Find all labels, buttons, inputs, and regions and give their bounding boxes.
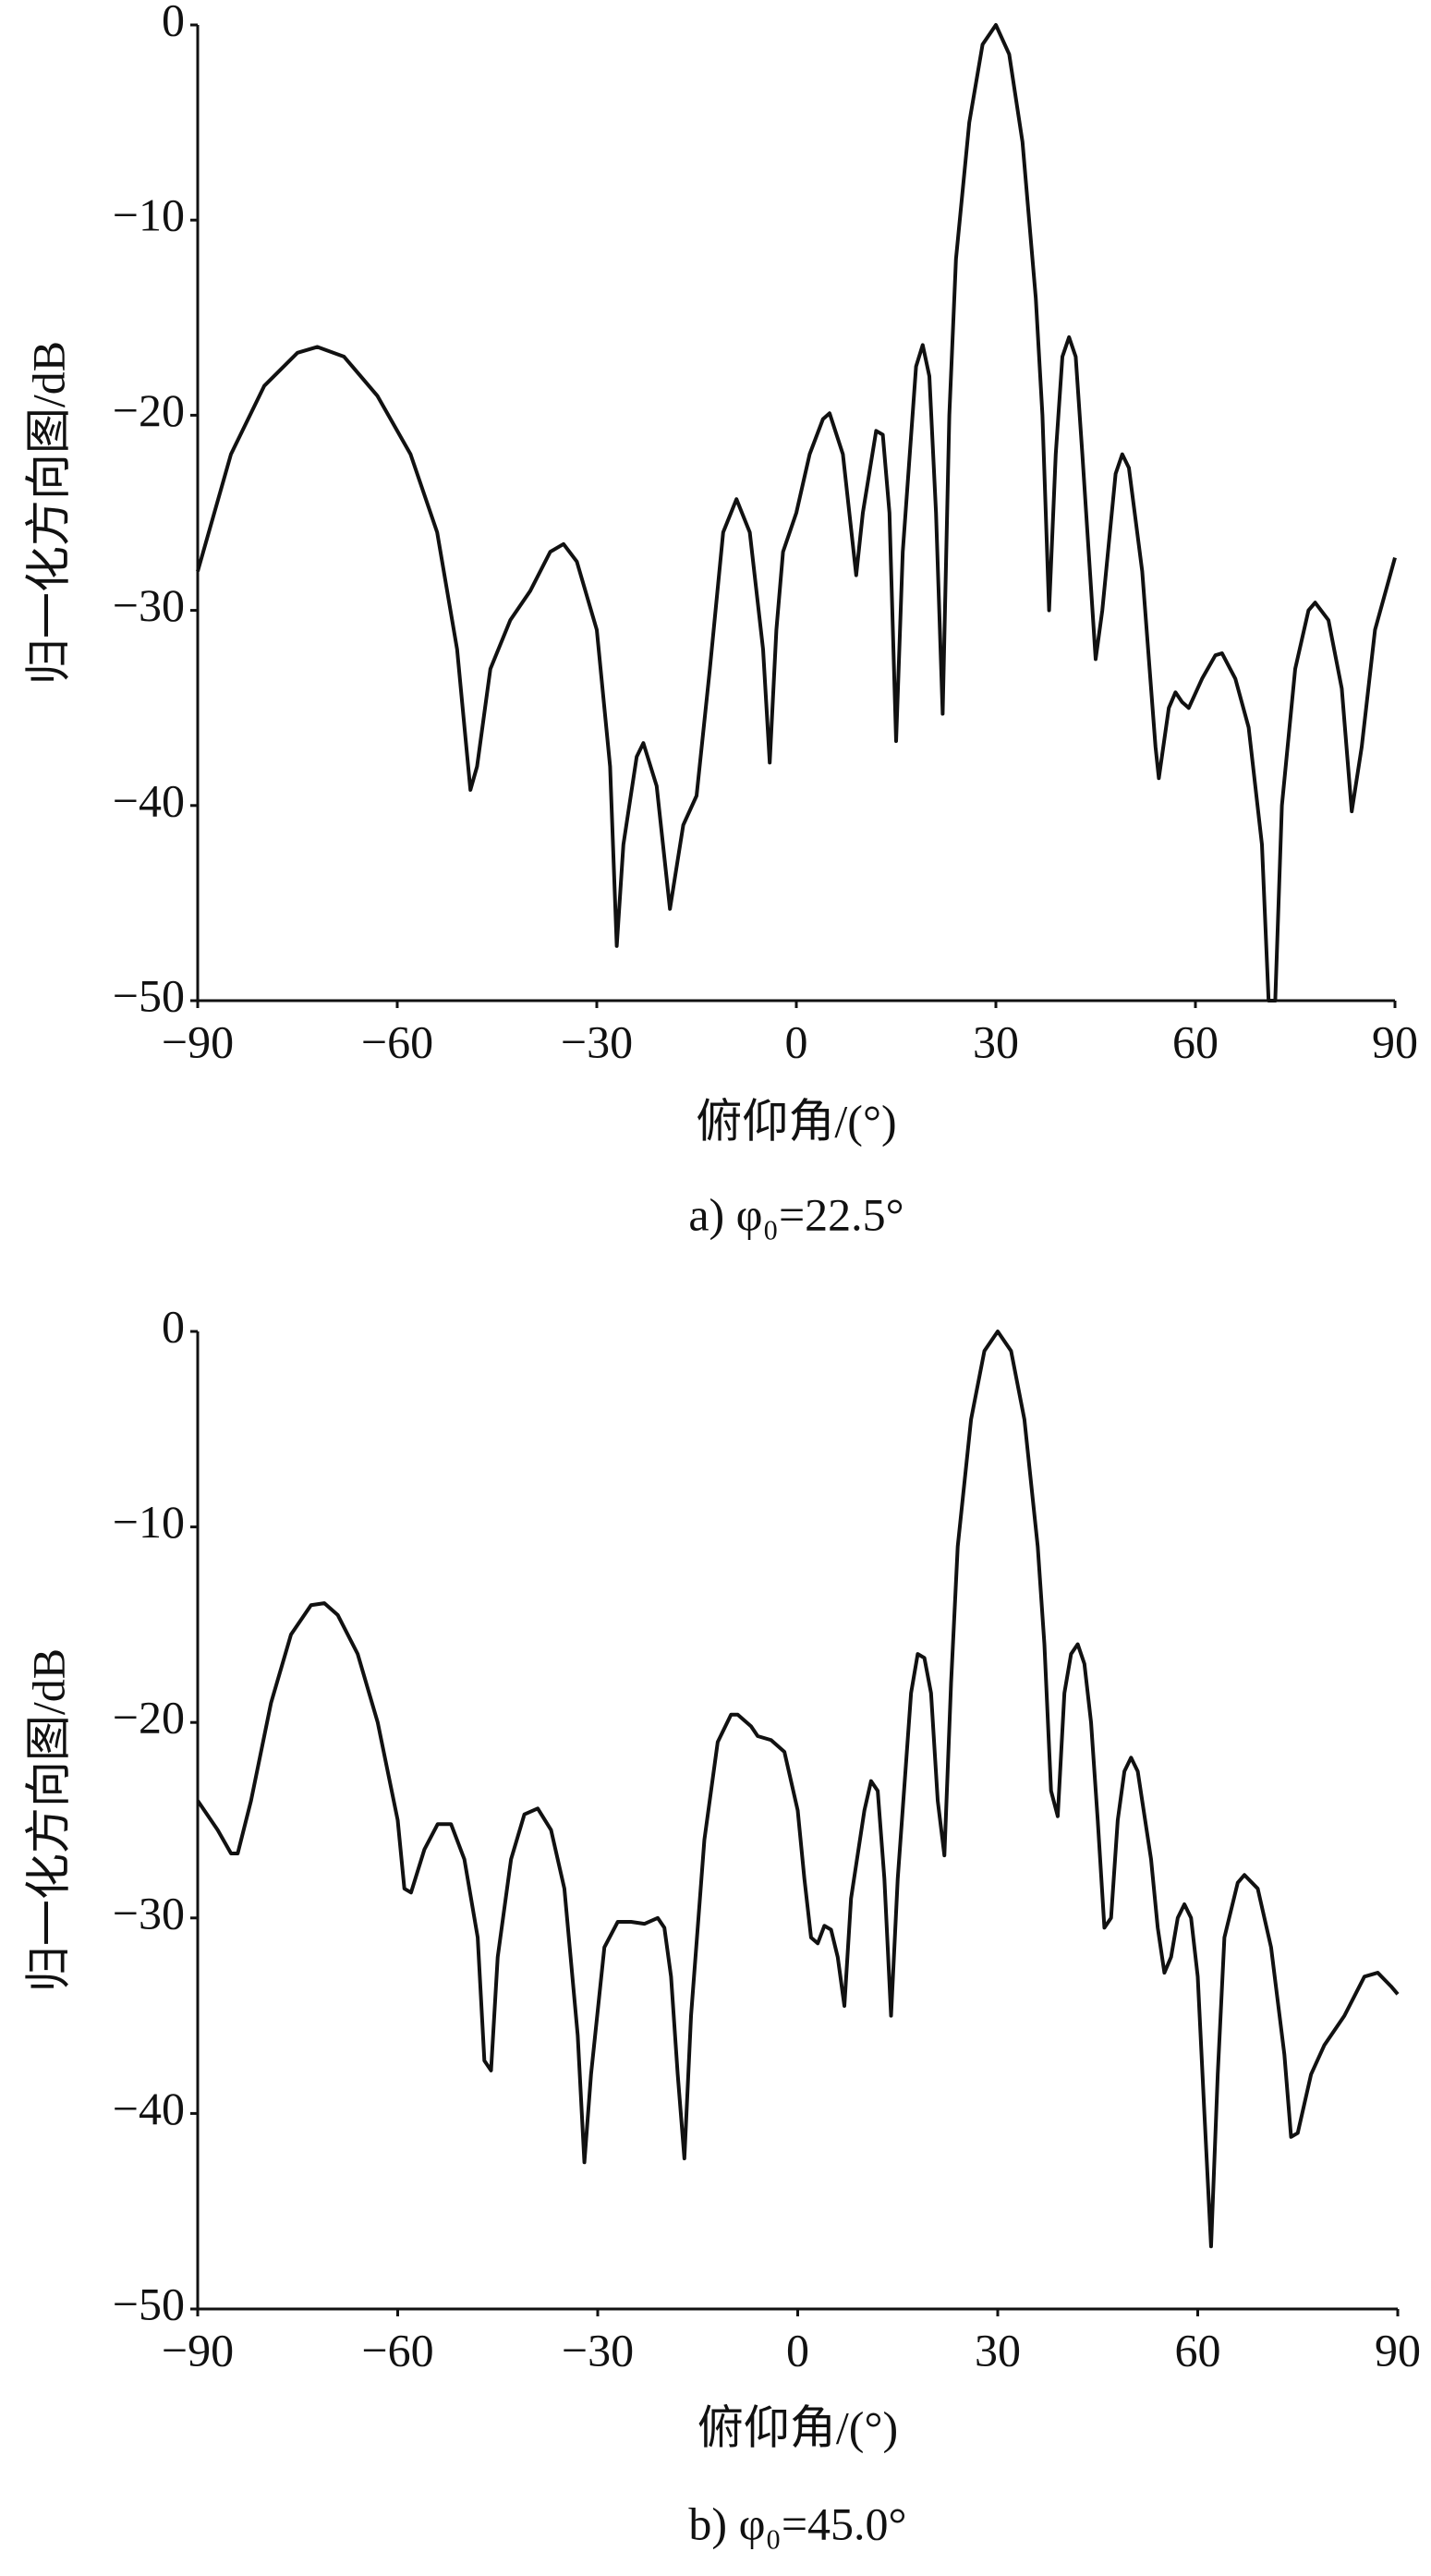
data-line [196, 1330, 1400, 2249]
x-tick-label: 90 [1372, 1015, 1418, 1067]
y-tick-label: −50 [113, 2278, 185, 2329]
y-tick-label: −10 [113, 189, 185, 241]
caption: a) φ₀=22.5° [688, 1188, 903, 1240]
x-tick-label: 30 [973, 1015, 1019, 1067]
caption: b) φ₀=45.0° [688, 2497, 906, 2549]
x-tick-label: 0 [786, 2324, 809, 2376]
x-tick-label: −30 [561, 1015, 633, 1067]
y-tick-label: −40 [113, 2083, 185, 2134]
x-tick-label: −90 [162, 1015, 234, 1067]
y-tick-label: −30 [113, 579, 185, 631]
y-tick-label: 0 [162, 1300, 185, 1352]
data-line [196, 23, 1397, 1002]
x-tick-label: 60 [1175, 2324, 1221, 2376]
x-tick-label: 90 [1375, 2324, 1421, 2376]
x-axis-label: 俯仰角/(°) [697, 2401, 898, 2453]
x-tick-label: −60 [361, 1015, 433, 1067]
y-tick-label: −10 [113, 1496, 185, 1548]
y-axis-label: 归一化方向图/dB [22, 341, 74, 685]
y-tick-label: −20 [113, 384, 185, 436]
x-tick-label: −60 [361, 2324, 433, 2376]
x-tick-label: −30 [562, 2324, 634, 2376]
y-axis-label: 归一化方向图/dB [22, 1648, 74, 1992]
y-tick-label: 0 [162, 0, 185, 45]
y-tick-label: −20 [113, 1692, 185, 1744]
x-tick-label: 0 [785, 1015, 808, 1067]
x-tick-label: 60 [1172, 1015, 1219, 1067]
x-axis-label: 俯仰角/(°) [696, 1095, 896, 1147]
y-tick-label: −40 [113, 774, 185, 826]
y-tick-label: −50 [113, 969, 185, 1021]
x-tick-label: 30 [975, 2324, 1021, 2376]
y-tick-label: −30 [113, 1887, 185, 1938]
x-tick-label: −90 [162, 2324, 234, 2376]
